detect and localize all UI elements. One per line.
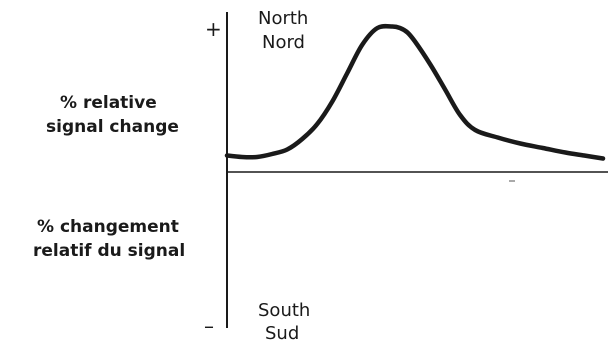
y-axis-label-en-line2: signal change [46,117,179,137]
sud-label: Sud [265,323,299,343]
north-label: North [258,8,308,29]
nord-label: Nord [262,32,305,53]
top-sign-label: + [205,17,222,41]
y-axis-label-fr-line2: relatif du signal [33,241,185,261]
bottom-sign-label: – [204,314,214,338]
south-label: South [258,300,310,321]
y-axis-label-fr-line1: % changement [37,217,179,237]
y-axis-label-en-line1: % relative [60,93,157,113]
series-line [224,23,606,161]
